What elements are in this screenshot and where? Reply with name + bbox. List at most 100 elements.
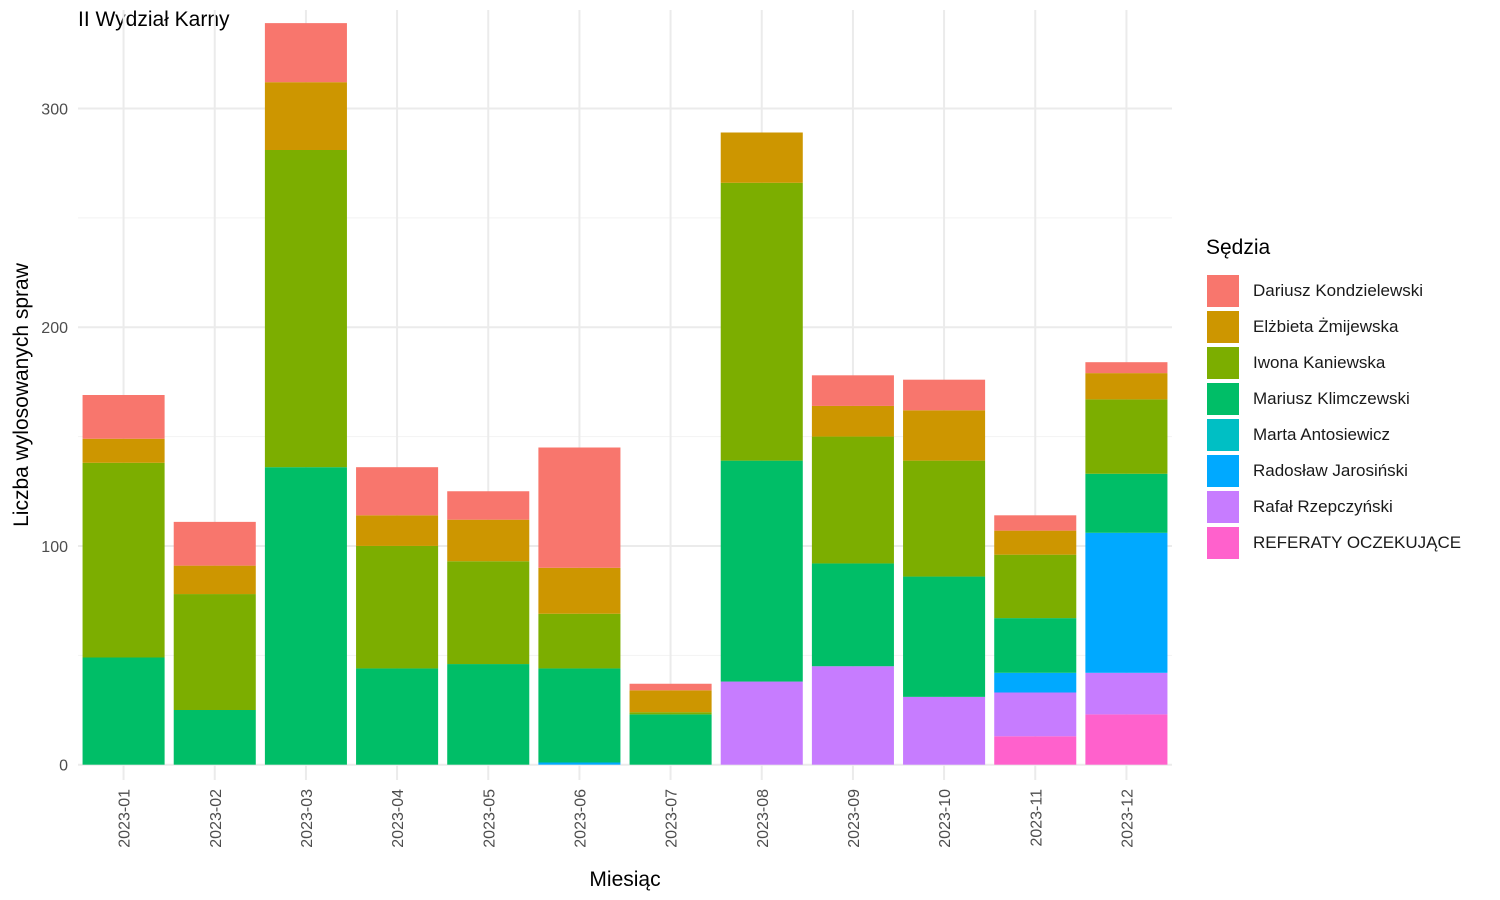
bar-segment xyxy=(356,545,439,669)
bar-segment xyxy=(720,460,803,682)
bar-segment xyxy=(82,462,165,658)
legend-item: Mariusz Klimczewski xyxy=(1206,381,1461,417)
legend-item: REFERATY OCZEKUJĄCE xyxy=(1206,525,1461,561)
bar-segment xyxy=(903,410,986,461)
bar-segment xyxy=(538,668,621,763)
bar-segment xyxy=(1085,373,1168,400)
bar-segment xyxy=(447,561,530,665)
bar-segment xyxy=(994,515,1077,531)
bar-segment xyxy=(903,576,986,697)
chart-title: II Wydział Karny xyxy=(78,8,230,31)
bar-segment xyxy=(1085,714,1168,765)
bar-segment xyxy=(264,23,347,83)
bar-segment xyxy=(629,712,712,715)
legend-swatch xyxy=(1206,382,1240,416)
bar-segment xyxy=(994,692,1077,737)
bar-segment xyxy=(1085,399,1168,474)
bar-segment xyxy=(903,460,986,577)
y-tick-label: 300 xyxy=(41,101,68,118)
x-tick-label: 2023-01 xyxy=(117,789,134,848)
x-tick-label: 2023-05 xyxy=(481,789,498,848)
legend-items: Dariusz Kondzielewski Elżbieta Żmijewska I… xyxy=(1206,273,1461,561)
legend: Sędzia Dariusz Kondzielewski Elżbieta Żmi… xyxy=(1206,236,1461,561)
y-tick-label: 100 xyxy=(41,539,68,556)
legend-item: Iwona Kaniewska xyxy=(1206,345,1461,381)
x-tick-label: 2023-07 xyxy=(664,789,681,848)
x-tick-label: 2023-09 xyxy=(846,789,863,848)
bar-segment xyxy=(994,736,1077,765)
bar-segment xyxy=(1085,532,1168,673)
legend-swatch xyxy=(1206,490,1240,524)
bar-segment xyxy=(811,666,894,765)
x-tick-label: 2023-11 xyxy=(1028,789,1045,847)
bar-segment xyxy=(903,379,986,411)
legend-swatch xyxy=(1206,310,1240,344)
bar-segment xyxy=(811,563,894,667)
legend-label: Radosław Jarosiński xyxy=(1253,461,1408,480)
bar-segment xyxy=(994,554,1077,619)
bar-segment xyxy=(538,447,621,568)
legend-item: Marta Antosiewicz xyxy=(1206,417,1461,453)
bar-segment xyxy=(264,467,347,765)
bar-segment xyxy=(82,395,165,439)
legend-label: REFERATY OCZEKUJĄCE xyxy=(1253,533,1462,552)
bar-segment xyxy=(1085,473,1168,533)
x-axis-title: Miesiąc xyxy=(589,868,660,891)
bar-segment xyxy=(994,618,1077,673)
y-tick-label: 200 xyxy=(41,320,68,337)
bar-segment xyxy=(994,530,1077,555)
legend-item: Elżbieta Żmijewska xyxy=(1206,309,1461,345)
bar-segment xyxy=(264,150,347,468)
bar-segment xyxy=(447,491,530,520)
y-axis-title: Liczba wylosowanych spraw xyxy=(10,262,33,527)
legend-swatch xyxy=(1206,526,1240,560)
bar-segment xyxy=(720,132,803,183)
bar-segment xyxy=(173,565,256,595)
legend-title: Sędzia xyxy=(1206,236,1271,259)
legend-label: Dariusz Kondzielewski xyxy=(1253,281,1424,300)
legend-label: Rafał Rzepczyński xyxy=(1253,497,1393,516)
legend-item: Rafał Rzepczyński xyxy=(1206,489,1461,525)
bar-segment xyxy=(538,613,621,669)
bar-segment xyxy=(82,438,165,463)
bar-segment xyxy=(447,519,530,562)
x-tick-label: 2023-04 xyxy=(390,789,407,848)
bar-segment xyxy=(629,690,712,713)
bar-segment xyxy=(264,82,347,150)
bar-segment xyxy=(173,710,256,765)
bar-segment xyxy=(1085,362,1168,374)
x-tick-label: 2023-12 xyxy=(1119,789,1136,848)
x-tick-label: 2023-08 xyxy=(755,789,772,848)
bar-segment xyxy=(1085,672,1168,715)
bar-segment xyxy=(82,657,165,765)
bar-segment xyxy=(173,521,256,566)
legend-swatch xyxy=(1206,346,1240,380)
legend-label: Elżbieta Żmijewska xyxy=(1253,317,1399,336)
bar-segment xyxy=(903,696,986,765)
bar-segment xyxy=(629,683,712,691)
y-tick-label: 0 xyxy=(59,758,68,775)
legend-item: Dariusz Kondzielewski xyxy=(1206,273,1461,309)
bar-segment xyxy=(629,714,712,765)
x-tick-label: 2023-02 xyxy=(208,789,225,848)
bar-segment xyxy=(356,668,439,765)
bar-segment xyxy=(447,664,530,765)
bar-segment xyxy=(538,567,621,614)
legend-swatch xyxy=(1206,274,1240,308)
bar-segment xyxy=(994,672,1077,693)
bar-segment xyxy=(538,762,621,765)
bar-segment xyxy=(811,436,894,564)
legend-swatch xyxy=(1206,418,1240,452)
bar-segment xyxy=(720,182,803,461)
bar-segment xyxy=(720,681,803,765)
bar-segment xyxy=(811,405,894,437)
x-tick-label: 2023-03 xyxy=(299,789,316,848)
x-tick-label: 2023-10 xyxy=(937,789,954,848)
x-tick-label: 2023-06 xyxy=(572,789,589,848)
bar-segment xyxy=(356,467,439,516)
legend-label: Mariusz Klimczewski xyxy=(1253,389,1410,408)
legend-item: Radosław Jarosiński xyxy=(1206,453,1461,489)
legend-label: Marta Antosiewicz xyxy=(1253,425,1390,444)
